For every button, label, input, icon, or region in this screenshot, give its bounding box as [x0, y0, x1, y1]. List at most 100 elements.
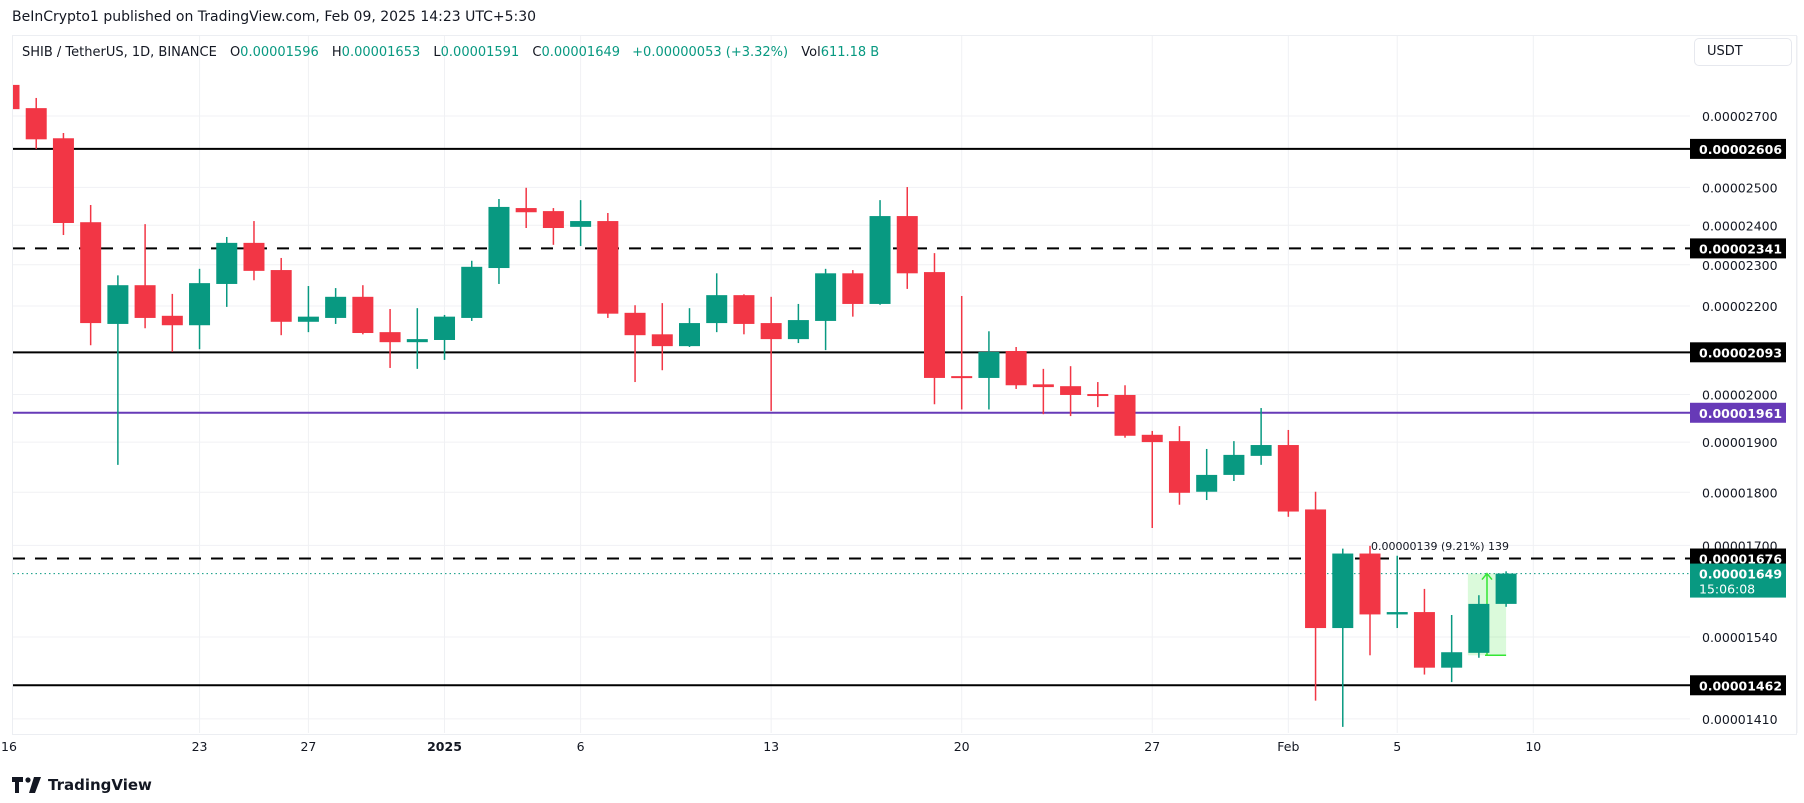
candle-body — [189, 283, 211, 326]
candle-body — [978, 351, 1000, 378]
candle[interactable] — [1495, 571, 1517, 607]
level-price-badge-text: 0.00001676 — [1699, 552, 1782, 567]
candle-body — [134, 285, 156, 318]
candle[interactable] — [1005, 347, 1027, 389]
price-tick-label: 0.00001410 — [1702, 712, 1778, 727]
candle[interactable] — [597, 213, 619, 318]
candle-body — [1386, 612, 1408, 615]
candle-body — [842, 273, 864, 304]
candle[interactable] — [1223, 441, 1245, 481]
candle[interactable] — [679, 308, 700, 348]
candle[interactable] — [434, 314, 456, 360]
candle[interactable] — [1168, 426, 1190, 505]
candle[interactable] — [1441, 615, 1463, 683]
candle[interactable] — [1386, 555, 1408, 629]
level-price-badge-text: 0.00001462 — [1699, 678, 1782, 693]
candle[interactable] — [107, 275, 129, 465]
time-axis: 16 23 27 2025 6 13 20 27 Feb 5 10 — [1, 36, 1798, 754]
candle[interactable] — [624, 305, 646, 383]
candle[interactable] — [706, 273, 728, 333]
candle[interactable] — [25, 97, 47, 149]
last-price-badge-text: 0.00001649 — [1699, 567, 1782, 582]
publisher-caption: BeInCrypto1 published on TradingView.com… — [12, 9, 537, 25]
high-label: H — [331, 45, 342, 60]
candle[interactable] — [52, 132, 74, 236]
candle[interactable] — [1305, 491, 1327, 701]
candle[interactable] — [787, 303, 809, 344]
candle[interactable] — [815, 268, 837, 351]
candle-body — [297, 316, 319, 322]
level-price-badge — [1690, 138, 1786, 159]
candle[interactable] — [1196, 448, 1218, 501]
candle[interactable] — [161, 293, 183, 352]
currency-button[interactable]: USDT — [1694, 38, 1792, 66]
candle[interactable] — [923, 253, 945, 405]
candle[interactable] — [0, 82, 20, 110]
candle[interactable] — [570, 200, 592, 247]
candle[interactable] — [488, 198, 510, 284]
candle[interactable] — [1277, 429, 1299, 517]
candle[interactable] — [1060, 366, 1082, 417]
candle-body — [1441, 652, 1463, 668]
candle-body — [1332, 553, 1354, 629]
candle[interactable] — [1250, 408, 1272, 465]
level-price-badge — [1690, 402, 1786, 423]
candle[interactable] — [869, 200, 891, 305]
tradingview-logo[interactable]: TradingView — [12, 776, 152, 794]
candle[interactable] — [733, 294, 755, 335]
candle[interactable] — [978, 331, 1000, 410]
candle-body — [325, 296, 347, 318]
candle[interactable] — [542, 208, 564, 245]
candle[interactable] — [270, 257, 292, 336]
date-tick-label: Feb — [1277, 739, 1299, 754]
candle[interactable] — [1468, 595, 1490, 658]
candle[interactable] — [842, 270, 864, 317]
last-price-badge — [1690, 563, 1786, 598]
tradingview-logo-text: TradingView — [48, 776, 152, 794]
candle[interactable] — [379, 309, 401, 368]
countdown-text: 15:06:08 — [1699, 582, 1755, 597]
candle-body — [270, 270, 292, 322]
candle[interactable] — [760, 296, 782, 411]
level-price-badge — [1690, 675, 1786, 696]
candle[interactable] — [134, 224, 156, 329]
date-tick-label: 27 — [300, 739, 316, 754]
candle-body — [352, 296, 374, 334]
candle-body — [434, 316, 456, 340]
price-tick-label: 0.00001800 — [1702, 485, 1778, 500]
candle-body — [1060, 386, 1082, 395]
candle[interactable] — [297, 286, 319, 333]
symbol-legend: SHIB / TetherUS, 1D, BINANCE O0.00001596… — [22, 45, 879, 60]
candle[interactable] — [1032, 368, 1054, 415]
candle[interactable] — [651, 303, 673, 371]
candle-body — [80, 222, 102, 324]
candle[interactable] — [1087, 382, 1109, 408]
candle[interactable] — [1359, 545, 1381, 656]
candle-body — [488, 206, 510, 269]
candle[interactable] — [243, 221, 265, 281]
candle[interactable] — [1332, 548, 1354, 727]
candle[interactable] — [216, 236, 238, 307]
candle[interactable] — [352, 285, 374, 335]
candle[interactable] — [325, 288, 347, 324]
open-label: O — [229, 45, 241, 60]
candles — [0, 82, 1517, 727]
price-tick-label: 0.00002700 — [1702, 109, 1778, 124]
candle[interactable] — [461, 260, 483, 321]
candle[interactable] — [896, 187, 918, 289]
candle[interactable] — [406, 308, 428, 369]
candle[interactable] — [1114, 385, 1136, 438]
date-tick-label: 27 — [1144, 739, 1160, 754]
candle[interactable] — [515, 187, 537, 229]
price-tick-label: 0.00002200 — [1702, 299, 1778, 314]
symbol-name[interactable]: SHIB / TetherUS, 1D, BINANCE — [22, 45, 217, 60]
candle[interactable] — [189, 268, 211, 350]
candle[interactable] — [951, 295, 973, 410]
candle[interactable] — [1141, 430, 1163, 529]
candle[interactable] — [1413, 588, 1435, 675]
candle[interactable] — [80, 205, 102, 346]
candle-body — [379, 332, 401, 343]
candle-body — [25, 108, 47, 140]
low-label: L — [433, 45, 441, 60]
